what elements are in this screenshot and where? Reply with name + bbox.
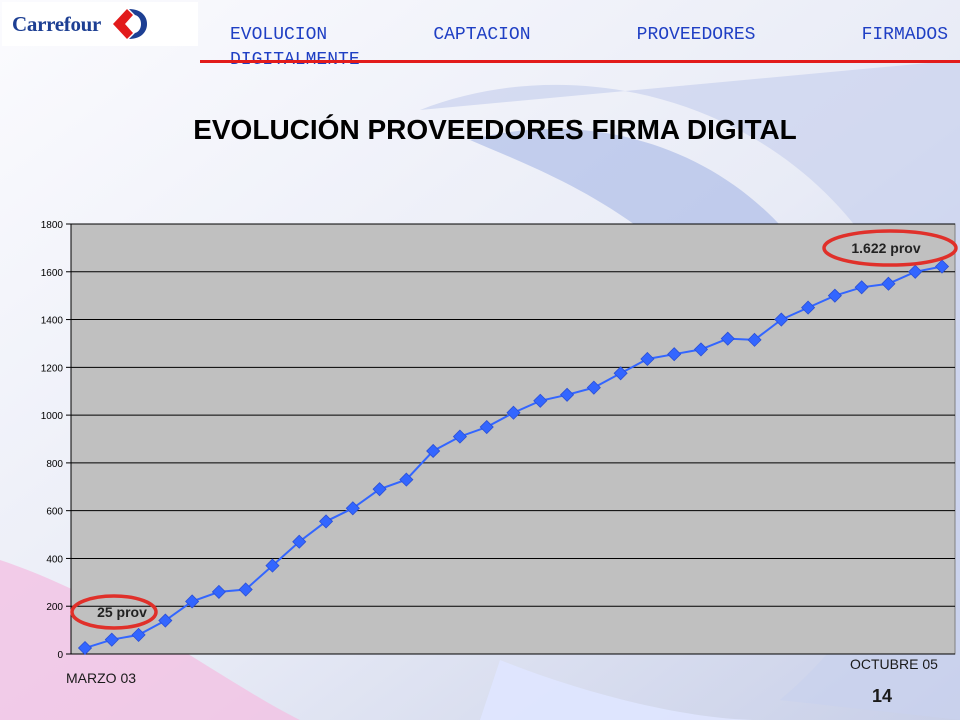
chart-title: EVOLUCIÓN PROVEEDORES FIRMA DIGITAL	[193, 114, 797, 145]
y-tick-label: 1200	[41, 363, 64, 374]
data-point	[801, 300, 816, 315]
data-point	[292, 534, 307, 549]
data-point	[265, 558, 280, 573]
y-tick-label: 0	[57, 650, 63, 661]
data-point	[372, 482, 387, 497]
data-point	[747, 332, 762, 347]
data-point	[211, 584, 226, 599]
data-point	[533, 393, 548, 408]
data-point	[426, 443, 441, 459]
end-annotation-label: 1.622 prov	[851, 240, 920, 256]
data-point	[131, 627, 146, 642]
data-point	[613, 366, 628, 381]
end-highlight-ellipse	[822, 229, 958, 267]
data-point	[586, 380, 601, 395]
header-title: EVOLUCION CAPTACION PROVEEDORES FIRMADOS	[230, 25, 948, 45]
data-point	[318, 514, 334, 529]
page-number: 14	[872, 686, 893, 706]
end-period-label: OCTUBRE 05	[850, 656, 938, 672]
data-point	[881, 276, 896, 291]
y-tick-label: 1400	[41, 316, 64, 327]
data-point	[559, 387, 575, 402]
data-point	[827, 288, 842, 303]
data-point	[104, 632, 119, 647]
data-point	[908, 264, 923, 279]
carrefour-logo: Carrefour	[2, 2, 198, 46]
data-point	[640, 351, 655, 367]
plot-area	[70, 223, 956, 655]
y-tick-label: 1000	[41, 411, 64, 422]
data-point	[506, 405, 521, 420]
start-period-label: MARZO 03	[66, 670, 137, 686]
data-point	[479, 419, 494, 435]
logo-text: Carrefour	[12, 11, 102, 36]
start-annotation-label: 25 prov	[97, 604, 147, 620]
data-point	[399, 472, 414, 487]
data-point	[238, 582, 253, 597]
data-point	[720, 331, 735, 346]
y-tick-label: 600	[46, 507, 63, 518]
data-point	[693, 342, 709, 357]
data-point	[185, 594, 200, 609]
data-point	[854, 280, 869, 295]
data-point	[934, 259, 950, 274]
header-rule	[200, 60, 960, 63]
start-highlight-ellipse	[70, 594, 158, 630]
y-tick-label: 1800	[41, 220, 64, 231]
y-tick-label: 200	[46, 602, 63, 613]
y-tick-label: 400	[46, 554, 63, 565]
data-point	[77, 640, 93, 656]
data-point	[345, 501, 360, 516]
y-tick-label: 800	[46, 459, 63, 470]
data-point	[774, 312, 789, 327]
data-point	[158, 613, 173, 628]
carrefour-c-mark-icon	[113, 9, 148, 39]
data-point	[452, 429, 468, 444]
y-tick-label: 1600	[41, 268, 64, 279]
data-point	[667, 347, 682, 362]
